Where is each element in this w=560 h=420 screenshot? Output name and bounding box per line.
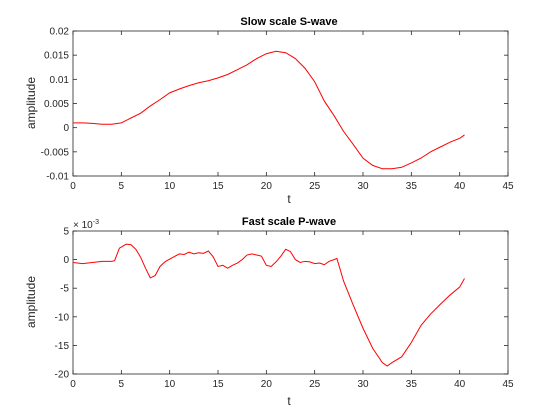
x-tick-label: 30: [357, 181, 369, 192]
y-tick-label: -0.01: [46, 172, 69, 183]
x-tick-label: 0: [70, 181, 76, 192]
tick-marks: [72, 30, 509, 177]
y-axis-label: amplitude: [24, 77, 38, 129]
y-tick-label: 5: [63, 227, 69, 238]
tick-marks: [72, 230, 509, 375]
plot-area: [72, 230, 509, 375]
y-tick-label: -0.005: [41, 147, 70, 158]
x-tick-label: 35: [406, 379, 418, 390]
x-axis-label: t: [287, 192, 291, 206]
y-tick-label: 0.015: [44, 51, 69, 62]
x-tick-label: 20: [261, 181, 273, 192]
y-tick-label: -20: [55, 370, 70, 381]
y-tick-label: 0: [63, 123, 69, 134]
y-tick-label: 0.01: [50, 75, 70, 86]
chart-title: Slow scale S-wave: [240, 16, 337, 28]
x-axis-label: t: [287, 394, 291, 408]
x-tick-label: 5: [119, 181, 125, 192]
y-axis-label: amplitude: [24, 276, 38, 328]
axis-multiplier: × 10-3: [73, 219, 99, 231]
x-tick-label: 10: [164, 379, 176, 390]
x-tick-label: 35: [406, 181, 418, 192]
series-line: [73, 50, 465, 170]
x-tick-label: 30: [357, 379, 369, 390]
y-tick-label: -15: [55, 341, 70, 352]
y-tick-label: 0: [63, 255, 69, 266]
plot-area: [72, 30, 509, 177]
chart-title: Fast scale P-wave: [242, 216, 336, 228]
series-line: [72, 243, 465, 367]
x-tick-label: 5: [119, 379, 125, 390]
y-tick-label: -10: [55, 312, 70, 323]
y-tick-labels: -0.01 -0.005 0 0.005 0.01 0.015 0.02: [41, 27, 70, 183]
x-tick-label: 45: [502, 379, 514, 390]
y-tick-label: 0.02: [50, 27, 70, 38]
axes-slow-s-wave: Slow scale S-wave 0 5 10 15 20 25 30 35 40 45 -0.…: [24, 16, 514, 206]
y-tick-label: 0.005: [44, 99, 69, 110]
x-tick-labels: 0 5 10 15 20 25 30 35 40 45: [70, 181, 514, 192]
x-tick-label: 15: [212, 379, 224, 390]
axes-fast-p-wave: Fast scale P-wave 0 5 10 15 20 25 30 35 40 45 -20…: [24, 216, 514, 408]
x-tick-labels: 0 5 10 15 20 25 30 35 40 45: [70, 379, 514, 390]
x-tick-label: 25: [309, 181, 321, 192]
x-tick-label: 40: [454, 181, 466, 192]
x-tick-label: 20: [261, 379, 273, 390]
x-tick-label: 45: [502, 181, 514, 192]
y-tick-label: -5: [60, 284, 69, 295]
x-tick-label: 25: [309, 379, 321, 390]
x-tick-label: 40: [454, 379, 466, 390]
x-tick-label: 10: [164, 181, 176, 192]
x-tick-label: 0: [70, 379, 76, 390]
y-tick-labels: -20 -15 -10 -5 0 5: [55, 227, 70, 381]
x-tick-label: 15: [212, 181, 224, 192]
